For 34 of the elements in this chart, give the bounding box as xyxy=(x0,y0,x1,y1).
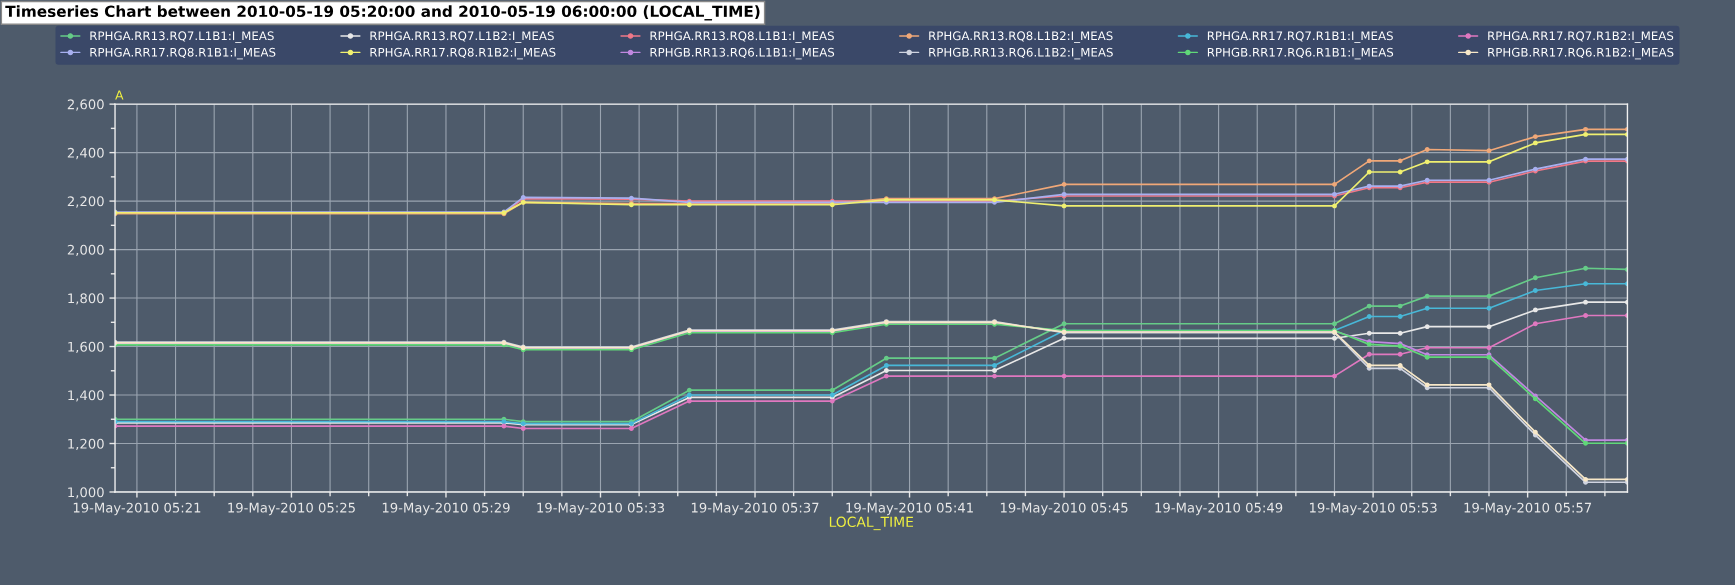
y-tick-label: 1,400 xyxy=(68,390,104,402)
y-tick-label: 2,200 xyxy=(67,196,104,208)
legend-label: RPHGB.RR13.RQ6.L1B1:I_MEAS xyxy=(650,47,835,60)
x-tick-label: 19-May-2010 05:57 xyxy=(1464,502,1592,516)
x-tick-label: 19-May-2010 05:21 xyxy=(73,502,201,516)
legend-label: RPHGA.RR17.RQ7.R1B1:I_MEAS xyxy=(1207,31,1393,43)
y-tick-label: 1,800 xyxy=(68,293,104,305)
x-tick-label: 19-May-2010 05:41 xyxy=(846,502,973,516)
y-tick-label: 1,600 xyxy=(68,341,104,354)
x-tick-label: 19-May-2010 05:33 xyxy=(537,502,665,516)
x-tick-label: 19-May-2010 05:37 xyxy=(691,502,819,516)
x-tick-label: 19-May-2010 05:53 xyxy=(1309,502,1437,516)
legend-label: RPHGA.RR13.RQ7.L1B2:I_MEAS xyxy=(370,31,554,43)
y-tick-label: 1,000 xyxy=(68,487,104,499)
y-tick-label: 1,200 xyxy=(68,438,104,451)
y-tick-label: 2,000 xyxy=(67,244,104,257)
legend-label: RPHGA.RR17.RQ8.R1B2:I_MEAS xyxy=(370,47,556,60)
x-axis-title: LOCAL_TIME xyxy=(829,516,914,531)
legend-label: RPHGA.RR13.RQ7.L1B1:I_MEAS xyxy=(90,31,274,43)
legend-label: RPHGA.RR13.RQ8.L1B2:I_MEAS xyxy=(929,31,1113,43)
legend-label: RPHGB.RR13.RQ6.L1B2:I_MEAS xyxy=(929,47,1113,60)
chart-title: Timeseries Chart between 2010-05-19 05:20:00 and 2010-05-19 06:00:00 (LOCAL_TIME) xyxy=(5,5,760,21)
legend-label: RPHGA.RR17.RQ8.R1B1:I_MEAS xyxy=(90,47,276,60)
x-tick-label: 19-May-2010 05:25 xyxy=(228,502,355,516)
y-tick-label: 2,400 xyxy=(67,147,104,160)
y-tick-label: 2,600 xyxy=(67,99,104,111)
x-tick-label: 19-May-2010 05:29 xyxy=(382,502,510,516)
legend-label: RPHGB.RR17.RQ6.R1B1:I_MEAS xyxy=(1207,47,1394,60)
legend-label: RPHGB.RR17.RQ6.R1B2:I_MEAS xyxy=(1488,47,1674,60)
x-tick-label: 19-May-2010 05:45 xyxy=(1000,502,1128,516)
x-tick-label: 19-May-2010 05:49 xyxy=(1155,502,1283,516)
y-axis-title: A xyxy=(115,90,124,100)
legend-label: RPHGA.RR17.RQ7.R1B2:I_MEAS xyxy=(1488,31,1674,43)
legend-label: RPHGA.RR13.RQ8.L1B1:I_MEAS xyxy=(650,31,834,43)
